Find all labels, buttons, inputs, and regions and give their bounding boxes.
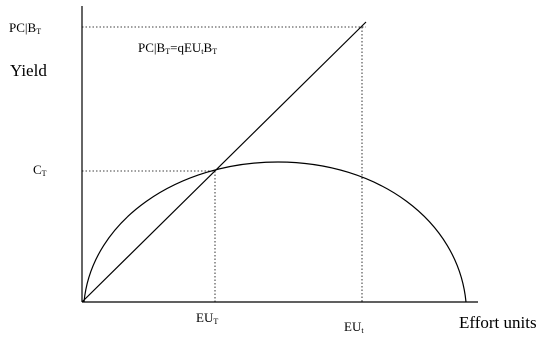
pc-bt-label: PC|BT <box>9 20 42 36</box>
eu-t-label: EUt <box>344 319 364 335</box>
x-axis-label: Effort units <box>459 313 537 332</box>
cost-equation-label: PC|BT=qEUtBT <box>138 40 218 56</box>
y-axis-label: Yield <box>10 61 47 80</box>
ct-label: CT <box>33 162 47 178</box>
yield-curve <box>83 161 467 303</box>
cost-line <box>81 21 367 303</box>
eu-T-label: EUT <box>196 310 219 326</box>
